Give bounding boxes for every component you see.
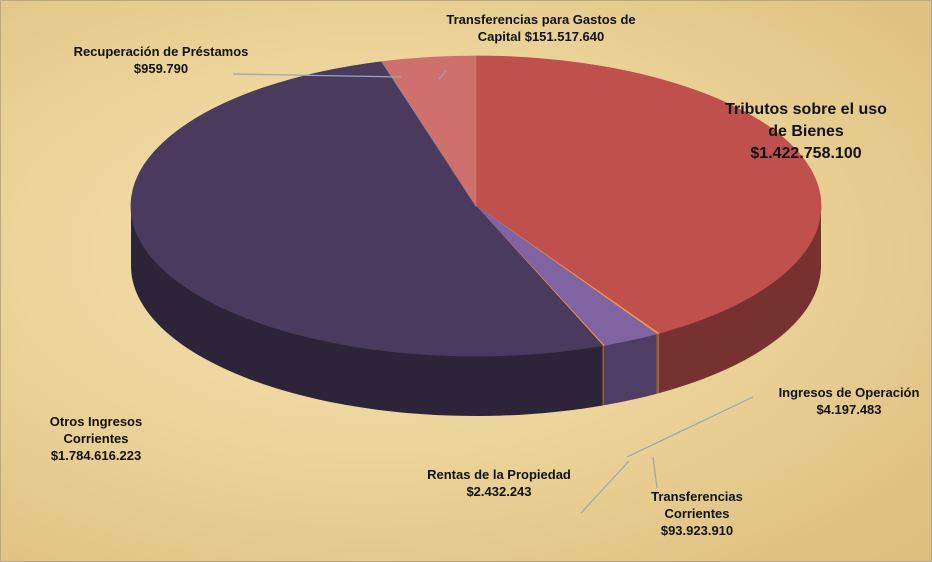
leader-line (626, 396, 754, 458)
slice-name: Recuperación de Préstamos (73, 44, 249, 59)
slice-name: Transferencias para Gastos de Capital (446, 12, 636, 44)
slice-value: $959.790 (133, 61, 189, 76)
data-label: Transferencias Corrientes $93.923.910 (627, 488, 767, 539)
slice-side (603, 333, 657, 406)
slice-value: $93.923.910 (660, 523, 734, 538)
slice (381, 55, 477, 208)
slice-side (602, 345, 604, 406)
data-label: Recuperación de Préstamos $959.790 (71, 43, 251, 77)
data-label: Tributos sobre el uso de Bienes $1.422.7… (719, 99, 894, 165)
slice (130, 61, 604, 357)
slice-value: $2.432.243 (466, 484, 532, 499)
leader-line (232, 73, 402, 78)
data-label: Rentas de la Propiedad $2.432.243 (394, 466, 604, 500)
slice-side (131, 206, 603, 417)
slice-value: $1.784.616.223 (50, 448, 142, 463)
slice (475, 55, 822, 334)
slice-name: Transferencias Corrientes (651, 489, 743, 521)
slice-side (658, 206, 821, 394)
leader-line (438, 70, 447, 80)
data-label: Ingresos de Operación $4.197.483 (762, 384, 932, 418)
leader-line (652, 456, 658, 489)
slice-name: Rentas de la Propiedad (427, 467, 571, 482)
data-label: Otros Ingresos Corrientes $1.784.616.223 (21, 413, 171, 464)
slice-side (656, 333, 659, 394)
slice-value: $4.197.483 (816, 402, 882, 417)
slice-name: Ingresos de Operación (778, 385, 920, 400)
data-label: Transferencias para Gastos de Capital $1… (446, 11, 636, 45)
slice-value: $151.517.640 (524, 29, 605, 44)
slice-name: Tributos sobre el uso de Bienes (725, 101, 887, 140)
leader-line (580, 460, 630, 514)
slice-name: Otros Ingresos Corrientes (49, 414, 143, 446)
slice-value: $1.422.758.100 (750, 145, 862, 162)
